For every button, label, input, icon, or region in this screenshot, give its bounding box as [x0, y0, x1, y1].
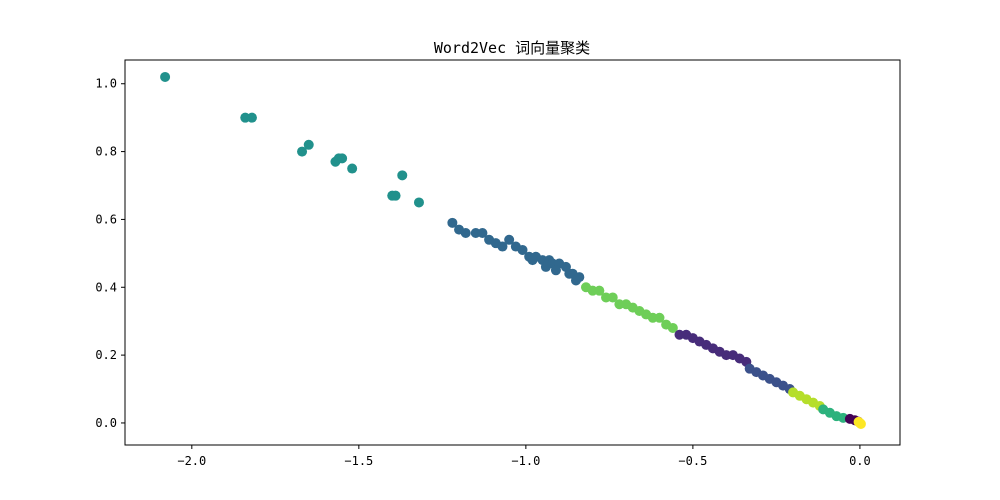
y-tick-label: 0.4 [95, 280, 117, 294]
x-tick-label: −1.0 [511, 454, 540, 468]
data-point [564, 268, 575, 279]
data-point [297, 146, 308, 157]
data-point [570, 275, 581, 286]
data-point [337, 153, 348, 164]
data-point [497, 241, 508, 252]
data-point [160, 71, 171, 82]
data-point [413, 197, 424, 208]
y-tick-label: 0.0 [95, 416, 117, 430]
data-point [527, 255, 538, 266]
y-tick-label: 0.8 [95, 145, 117, 159]
x-axis: −2.0 −1.5 −1.0 −0.5 0.0 [177, 445, 871, 468]
data-point [460, 228, 471, 238]
chart-title: Word2Vec 词向量聚类 [434, 39, 590, 57]
data-point [397, 170, 408, 181]
data-point [477, 228, 488, 238]
data-point [390, 190, 401, 201]
y-tick-label: 0.6 [95, 212, 117, 226]
data-point [550, 265, 561, 276]
data-point [540, 261, 551, 272]
data-point [347, 163, 358, 174]
x-tick-label: −2.0 [177, 454, 206, 468]
data-point [667, 322, 678, 333]
plot-area-frame [124, 59, 901, 446]
data-point [303, 139, 314, 150]
y-tick-label: 0.2 [95, 348, 117, 362]
points-layer [160, 71, 866, 429]
data-point [246, 112, 257, 123]
x-tick-label: 0.0 [849, 454, 871, 468]
data-point [654, 312, 665, 323]
x-tick-label: −1.5 [344, 454, 373, 468]
data-point [607, 292, 618, 303]
data-point [504, 234, 515, 245]
x-tick-label: −0.5 [678, 454, 707, 468]
data-point [594, 285, 605, 296]
y-axis: 0.0 0.2 0.4 0.6 0.8 1.0 [95, 77, 125, 430]
data-point [517, 244, 528, 255]
data-point [855, 418, 866, 429]
y-tick-label: 1.0 [95, 77, 117, 91]
data-point [447, 217, 458, 228]
